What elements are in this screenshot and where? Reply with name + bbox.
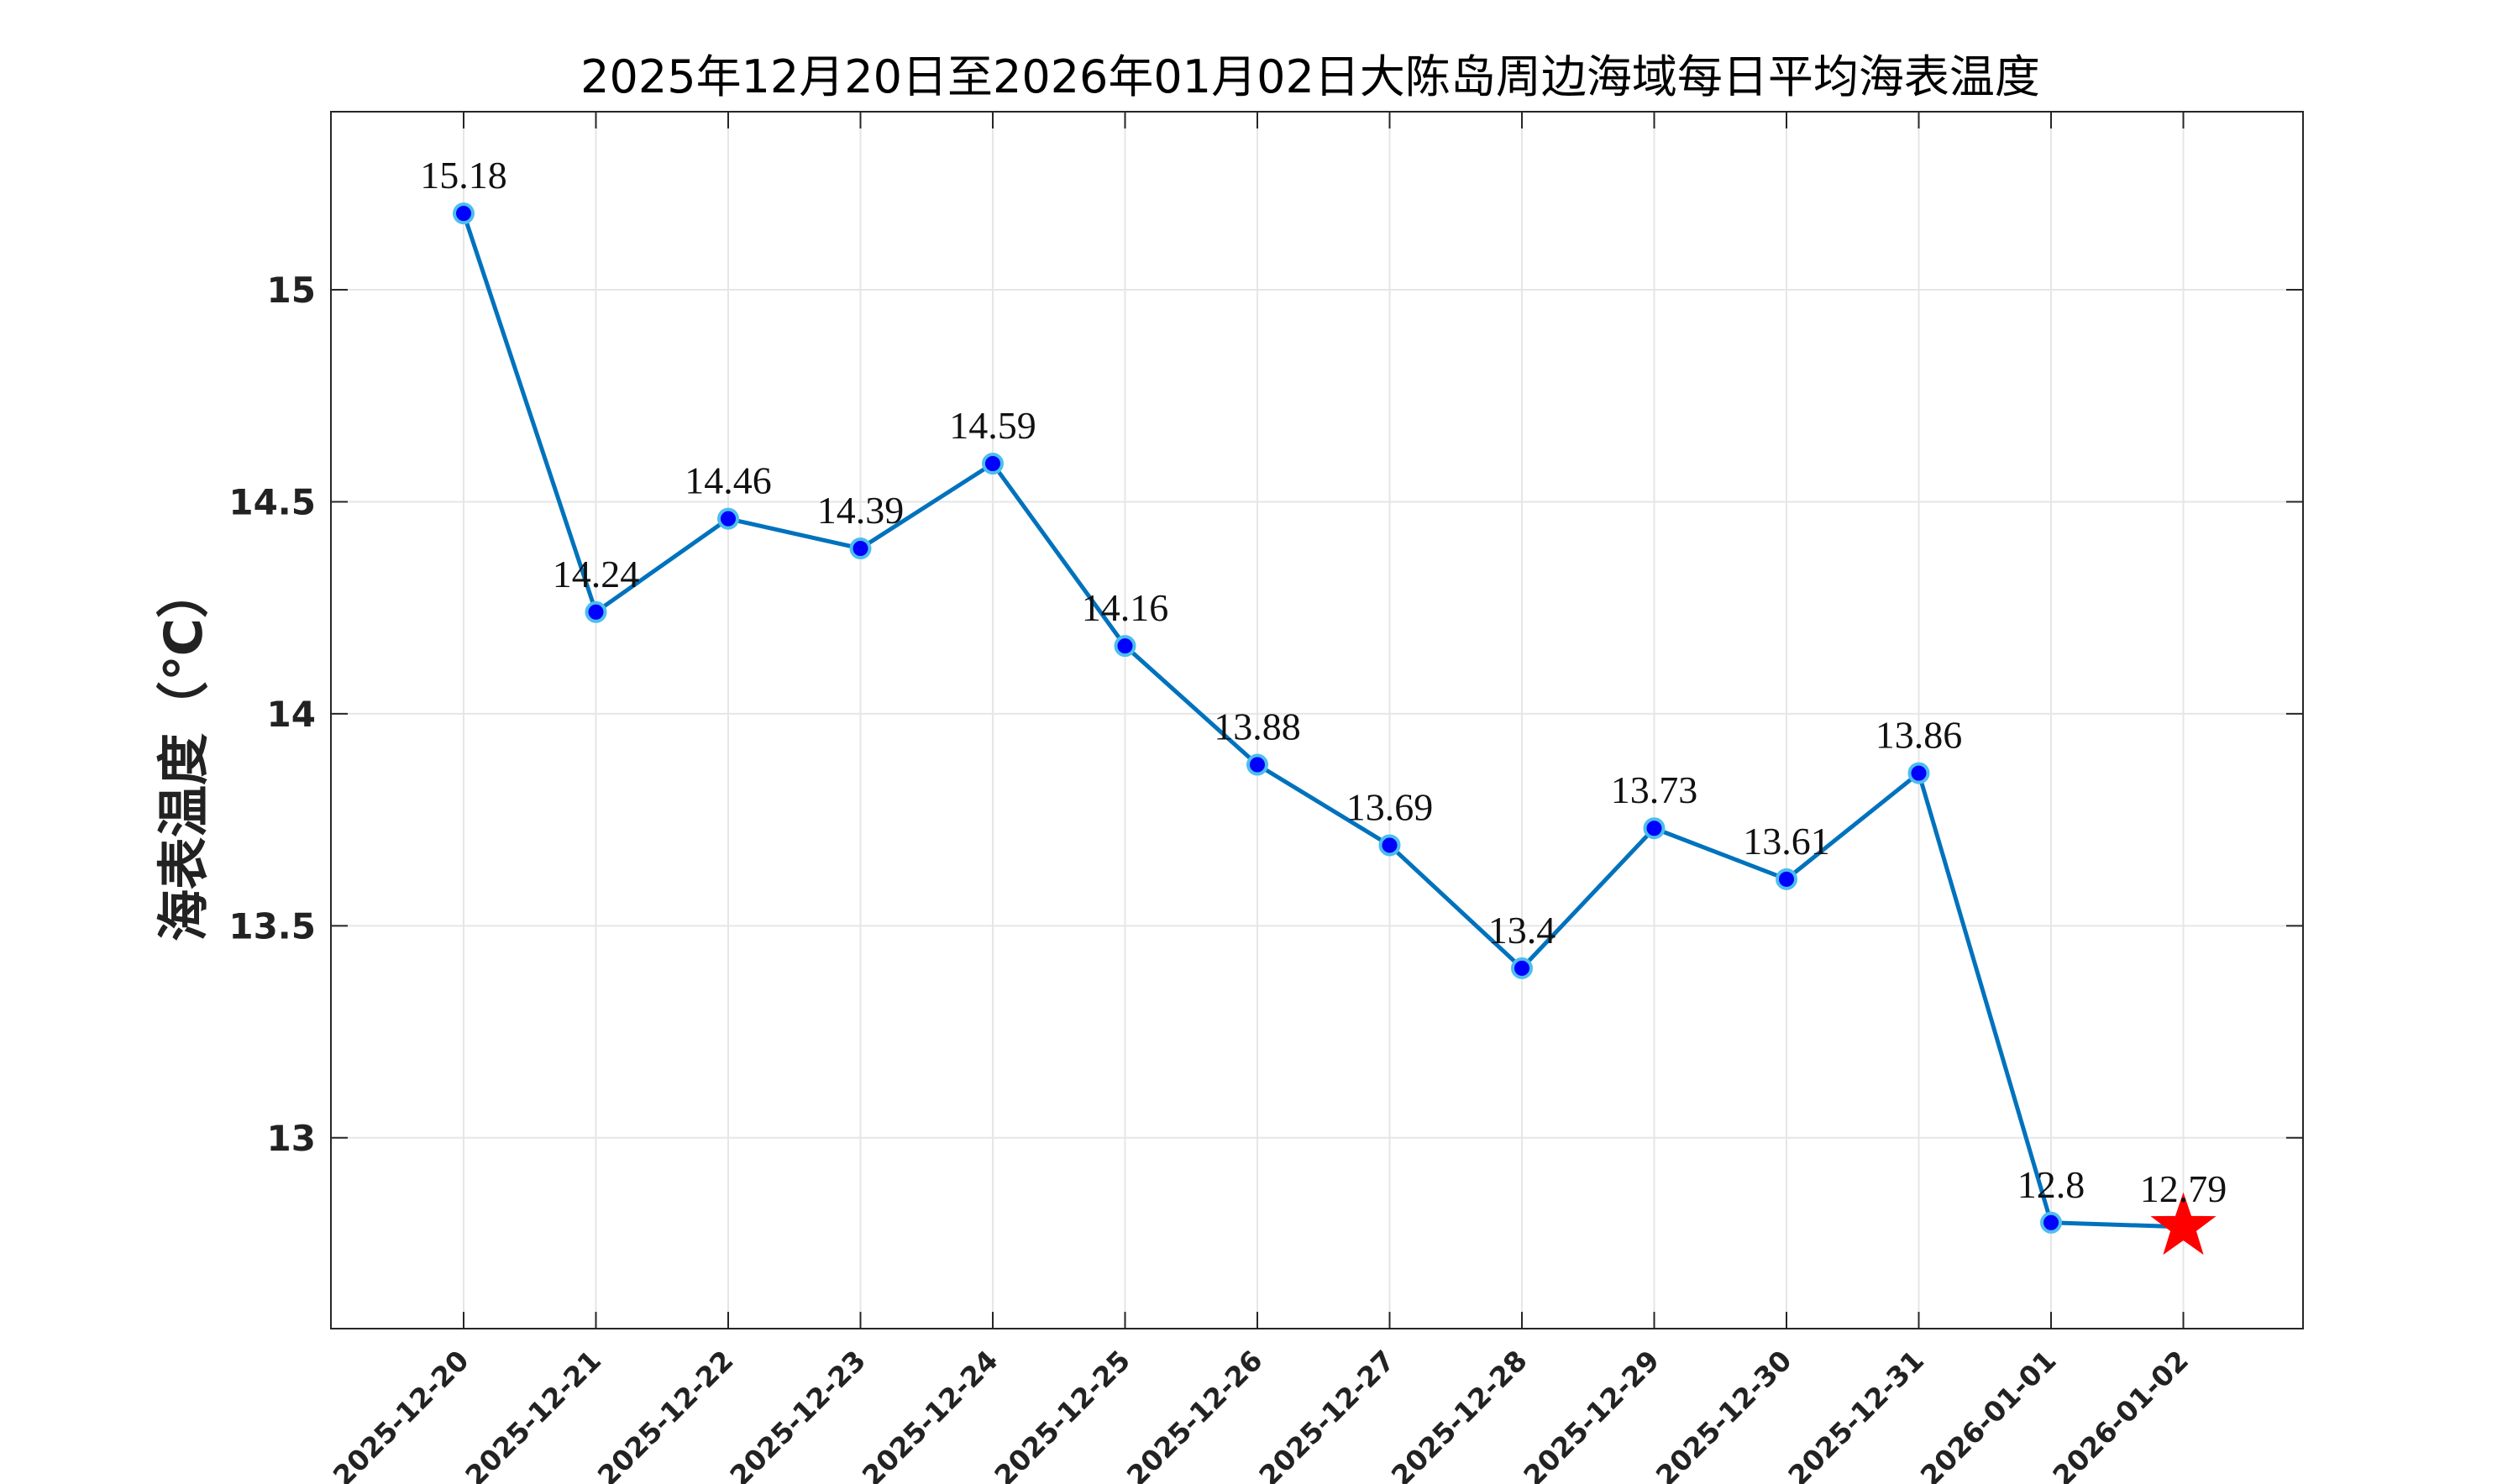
data-label: 14.46: [685, 459, 772, 502]
data-label: 14.24: [553, 553, 640, 595]
y-tick-label: 15: [267, 270, 316, 311]
data-label: 13.73: [1611, 768, 1698, 811]
data-point: [1114, 635, 1136, 658]
y-tick-label: 13.5: [228, 905, 316, 947]
data-point: [1907, 762, 1930, 784]
plot-area: [330, 111, 2304, 1329]
data-label: 12.79: [2140, 1167, 2227, 1210]
y-axis-label: 海表温度（℃）: [153, 566, 214, 941]
data-label: 13.4: [1488, 909, 1556, 952]
x-tick-label: 2025-12-21: [459, 1344, 607, 1484]
data-label: 13.61: [1743, 820, 1830, 863]
series-sea-surface-temperature: 15.18 14.24 14.46 14.39 14.59 14.16 13.88 13.69…: [420, 154, 2227, 1256]
data-point: [717, 507, 739, 530]
data-point: [1246, 753, 1268, 776]
data-label: 13.69: [1346, 785, 1434, 828]
x-tick-label: 2025-12-25: [988, 1344, 1136, 1484]
x-tick-label: 2025-12-28: [1385, 1344, 1534, 1484]
x-tick-label: 2025-12-30: [1650, 1344, 1798, 1484]
data-point: [585, 600, 607, 623]
data-point: [982, 453, 1004, 475]
data-label: 12.8: [2017, 1163, 2085, 1206]
data-label: 15.18: [420, 154, 507, 197]
data-point: [1776, 868, 1797, 890]
series-line: [461, 212, 2184, 1230]
data-point: [1511, 957, 1533, 979]
x-tick-label: 2025-12-22: [591, 1344, 740, 1484]
y-axis: 13 13.5 14 14.5 15: [228, 270, 2303, 1159]
data-point: [2040, 1211, 2062, 1234]
data-label: 14.16: [1082, 586, 1169, 629]
data-point: [1643, 817, 1666, 840]
grid-lines: [331, 112, 2303, 1329]
data-label: 13.86: [1876, 714, 1963, 757]
y-tick-label: 14: [267, 694, 316, 735]
x-tick-label: 2026-01-01: [1914, 1344, 2063, 1484]
data-label: 14.59: [949, 404, 1036, 447]
data-label: 13.88: [1214, 705, 1301, 748]
data-point: [849, 537, 872, 560]
data-label: 14.39: [817, 489, 905, 532]
x-tick-label: 2025-12-31: [1781, 1344, 1930, 1484]
x-axis: 2025-12-202025-12-212025-12-222025-12-23…: [327, 112, 2195, 1484]
x-tick-label: 2025-12-24: [856, 1344, 1005, 1484]
x-tick-label: 2025-12-23: [723, 1344, 872, 1484]
chart-title: 2025年12月20日至2026年01月02日大陈岛周边海域每日平均海表温度: [580, 50, 2040, 103]
last-point-star-marker: [2150, 1192, 2217, 1256]
data-point: [1378, 834, 1401, 857]
data-point: [453, 202, 475, 225]
y-tick-label: 14.5: [228, 481, 316, 522]
x-tick-label: 2025-12-29: [1517, 1344, 1666, 1484]
x-tick-label: 2026-01-02: [2046, 1344, 2195, 1484]
x-tick-label: 2025-12-20: [327, 1344, 475, 1484]
x-tick-label: 2025-12-27: [1252, 1344, 1401, 1484]
x-tick-label: 2025-12-26: [1120, 1344, 1269, 1484]
y-tick-label: 13: [267, 1118, 316, 1159]
